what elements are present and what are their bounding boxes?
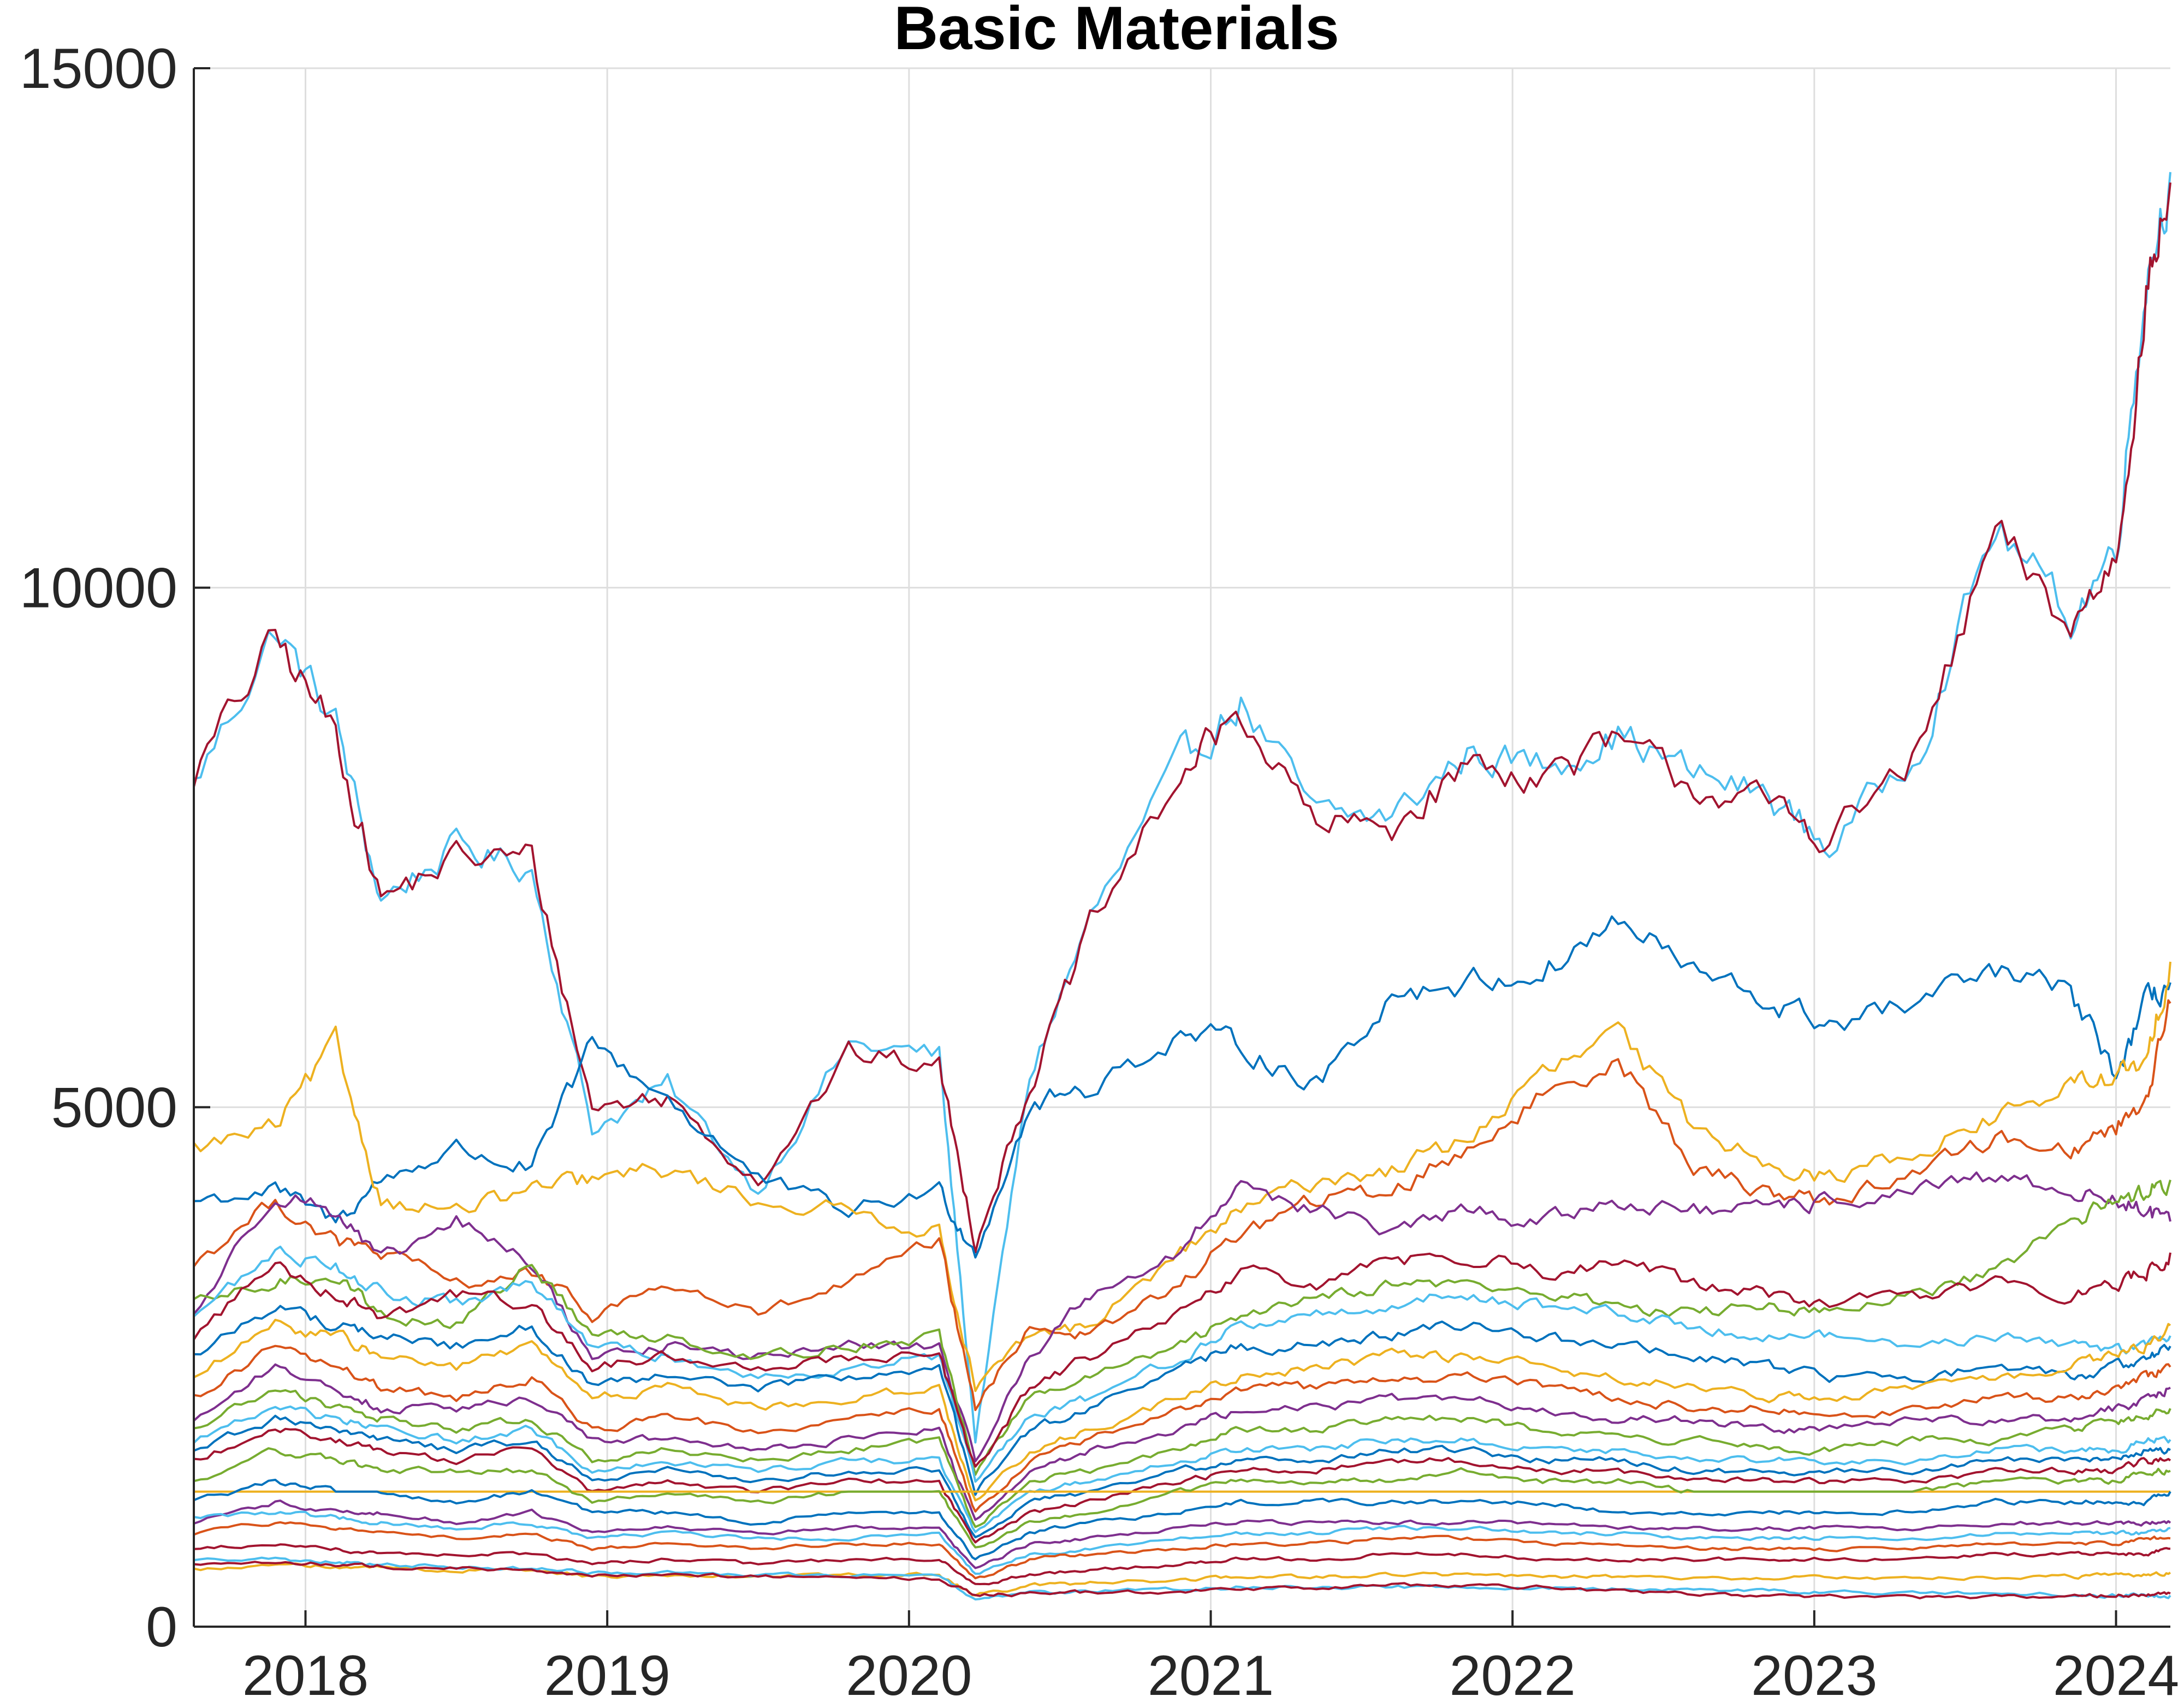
series-line-0	[193, 172, 2171, 1444]
x-tick-label: 2020	[846, 1644, 972, 1707]
series-line-16	[193, 1427, 2171, 1544]
series-line-18	[193, 1447, 2171, 1549]
axes	[193, 68, 2170, 1628]
y-tick-label: 5000	[51, 1076, 177, 1139]
x-tick-label: 2021	[1148, 1644, 1274, 1707]
series-line-26	[193, 1561, 2171, 1599]
grid	[194, 67, 2170, 1628]
series-line-4	[193, 999, 2171, 1411]
series-line-14	[193, 1405, 2171, 1533]
series-line-11	[193, 1344, 2171, 1513]
series-line-7	[193, 1245, 2171, 1483]
chart-title: Basic Materials	[894, 0, 1339, 62]
series-line-3	[193, 961, 2171, 1392]
y-tick-label: 10000	[20, 557, 177, 620]
series-line-10	[193, 1318, 2171, 1502]
series-line-19	[193, 1479, 2171, 1561]
series-line-12	[193, 1363, 2171, 1521]
series-line-6	[193, 1180, 2171, 1476]
ticks: 2018 2019 2020 2021 2022 2023 2024 0 5000 10000 15…	[20, 37, 2179, 1707]
series-line-22	[193, 1521, 2171, 1580]
y-tick-label: 15000	[20, 37, 177, 100]
x-tick-label: 2024	[2053, 1644, 2179, 1707]
series-line-20	[193, 1499, 2171, 1569]
x-tick-label: 2019	[544, 1644, 670, 1707]
series-line-15	[193, 1414, 2171, 1539]
series-line-23	[193, 1543, 2171, 1586]
x-tick-label: 2018	[242, 1644, 369, 1707]
series-line-21	[193, 1510, 2171, 1575]
series-line-9	[193, 1252, 2171, 1468]
series-line-13	[193, 1389, 2171, 1528]
series-line-1	[193, 182, 2171, 1254]
series-line-2	[193, 915, 2171, 1259]
x-tick-label: 2022	[1449, 1644, 1575, 1707]
x-tick-label: 2023	[1751, 1644, 1877, 1707]
y-tick-label: 0	[146, 1596, 177, 1659]
series-line-8	[193, 1305, 2171, 1496]
series-group	[193, 172, 2171, 1600]
series-line-5	[193, 1171, 2171, 1462]
